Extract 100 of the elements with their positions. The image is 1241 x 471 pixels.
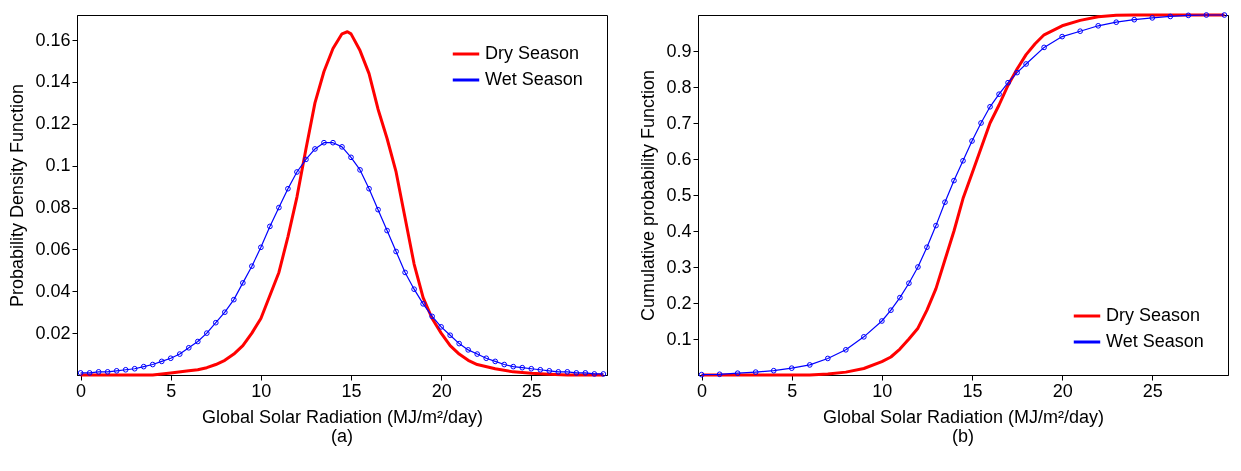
point <box>167 355 174 362</box>
x-axis-title: Global Solar Radiation (MJ/m²/day) <box>201 406 484 427</box>
x-tick-label: 5 <box>166 380 177 401</box>
point <box>303 156 309 163</box>
point <box>131 365 138 372</box>
legend-label: Wet Season <box>1106 331 1204 351</box>
point <box>348 154 354 161</box>
x-tick-label: 15 <box>341 380 362 401</box>
point <box>996 91 1002 98</box>
point <box>366 185 372 192</box>
y-tick-label: 0.08 <box>35 197 71 218</box>
point <box>942 199 948 206</box>
point <box>203 330 210 336</box>
x-axis-title: Global Solar Radiation (MJ/m²/day) <box>822 406 1105 427</box>
point <box>987 103 993 110</box>
point <box>924 244 930 251</box>
point <box>393 248 399 255</box>
point <box>806 362 813 368</box>
point <box>294 169 300 175</box>
point <box>546 367 553 374</box>
point <box>113 367 120 374</box>
point <box>492 358 499 365</box>
point <box>788 365 795 371</box>
point <box>140 363 147 370</box>
point <box>888 307 894 314</box>
point <box>591 371 598 377</box>
point <box>149 361 156 368</box>
point <box>438 324 444 330</box>
point <box>879 318 885 324</box>
point <box>158 358 165 365</box>
point <box>555 369 562 375</box>
point <box>230 296 237 303</box>
x-tick-label: 5 <box>787 380 798 401</box>
point <box>1113 19 1120 26</box>
legend-label: Dry Season <box>1106 305 1201 325</box>
point <box>951 177 957 184</box>
point <box>86 370 93 376</box>
point <box>321 139 327 146</box>
point <box>1149 15 1156 21</box>
point <box>240 280 246 286</box>
x-tick-label: 15 <box>962 380 983 401</box>
point <box>185 344 192 351</box>
point <box>564 369 571 375</box>
point <box>1203 12 1210 18</box>
point <box>339 144 345 150</box>
point <box>933 222 939 229</box>
point <box>1023 61 1029 67</box>
point <box>221 309 228 316</box>
point <box>104 369 111 375</box>
point <box>357 167 363 173</box>
point <box>734 370 741 377</box>
point <box>375 206 381 213</box>
point <box>501 361 508 368</box>
y-tick-label: 0.06 <box>35 238 71 259</box>
y-tick-label: 0.1 <box>45 155 71 176</box>
point <box>528 365 535 372</box>
point <box>824 355 831 362</box>
x-tick-label: 25 <box>521 380 542 401</box>
x-tick-label: 0 <box>697 380 708 401</box>
point <box>1041 44 1047 51</box>
point <box>861 334 867 340</box>
point <box>1014 69 1020 76</box>
legend-label: Dry Season <box>485 43 580 63</box>
y-tick-label: 0.16 <box>35 29 71 50</box>
text: (a) <box>331 426 353 446</box>
y-axis-title: Cumulative probability Function <box>638 69 659 322</box>
point <box>1059 33 1065 40</box>
y-tick-label: 0.1 <box>666 328 692 349</box>
point <box>330 139 336 146</box>
x-tick-label: 20 <box>431 380 452 401</box>
point <box>573 370 580 376</box>
y-axis-title: Probability Density Function <box>7 83 28 308</box>
point <box>897 294 903 301</box>
point <box>915 264 921 270</box>
point <box>906 280 912 287</box>
legend-label: Wet Season <box>485 69 583 89</box>
point <box>176 351 183 357</box>
point <box>194 338 201 345</box>
point <box>402 269 408 276</box>
point <box>285 185 291 192</box>
point <box>420 301 426 307</box>
point <box>842 346 849 353</box>
point <box>519 364 526 371</box>
point <box>483 355 490 362</box>
y-tick-label: 0.3 <box>666 256 692 277</box>
y-tick-label: 0.04 <box>35 280 71 301</box>
point <box>978 120 984 126</box>
y-tick-label: 0.12 <box>35 113 71 134</box>
point <box>122 366 129 373</box>
y-tick-label: 0.8 <box>666 76 692 97</box>
y-tick-label: 0.7 <box>666 112 692 133</box>
point <box>474 351 481 357</box>
point <box>384 227 390 234</box>
point <box>582 370 589 376</box>
point <box>770 367 777 374</box>
y-tick-label: 0.14 <box>35 71 71 92</box>
y-tick-label: 0.02 <box>35 322 71 343</box>
x-tick-label: 25 <box>1142 380 1163 401</box>
point <box>258 244 264 251</box>
y-tick-label: 0.6 <box>666 148 692 169</box>
